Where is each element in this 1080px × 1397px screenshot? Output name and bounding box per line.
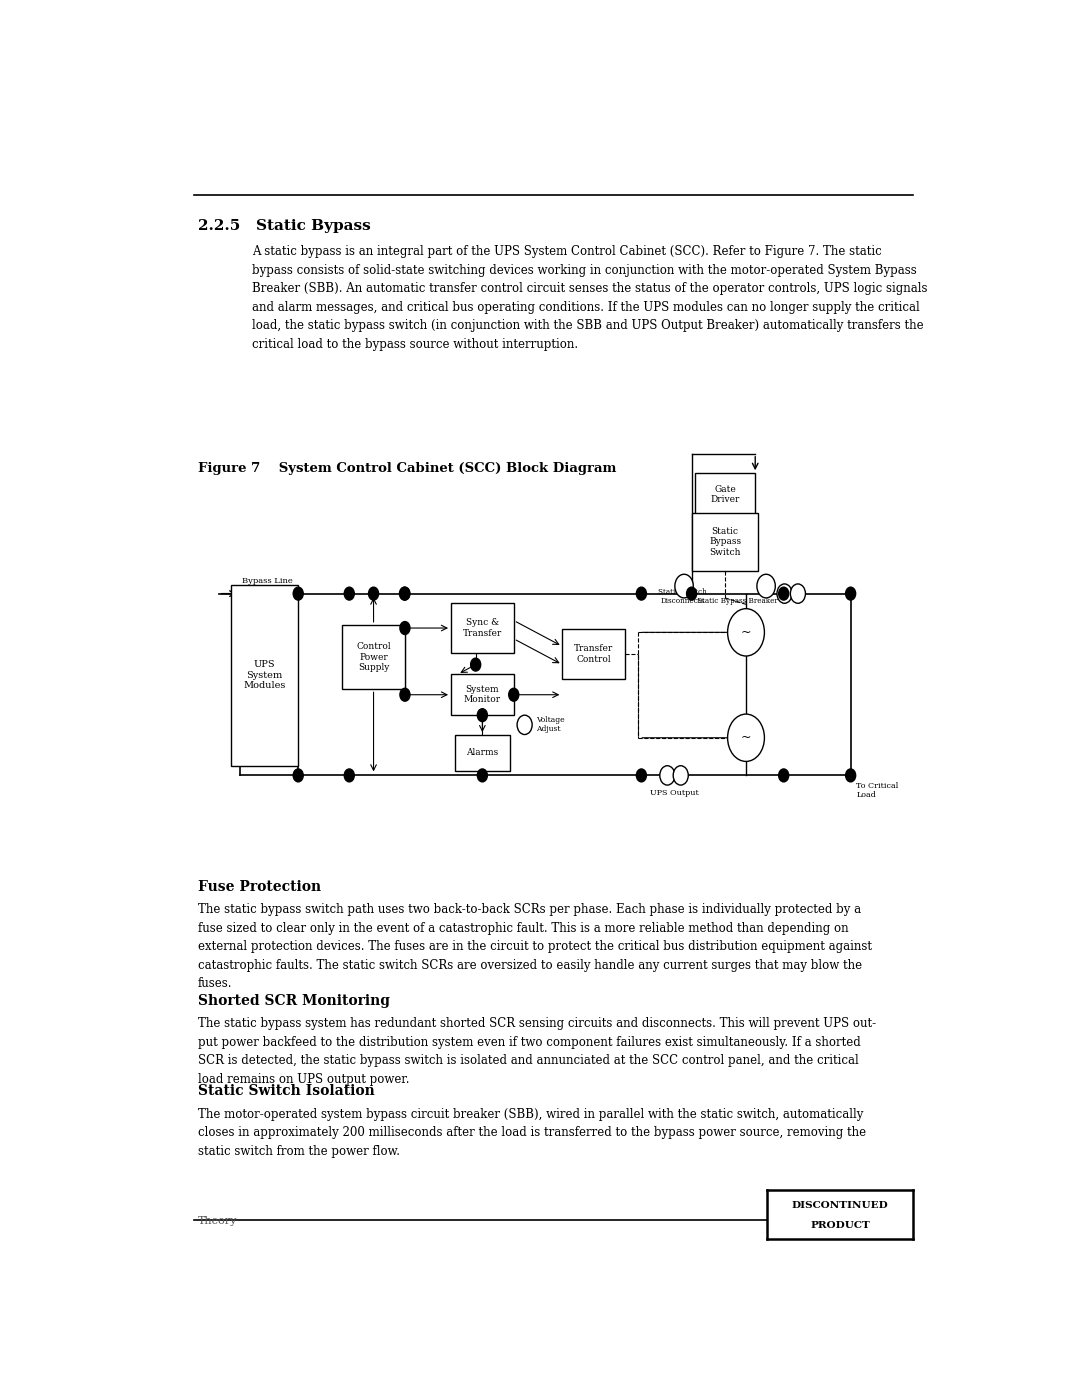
- Circle shape: [779, 768, 788, 782]
- Circle shape: [293, 768, 303, 782]
- Bar: [451, 604, 514, 652]
- Text: Theory: Theory: [198, 1217, 238, 1227]
- Circle shape: [400, 587, 410, 601]
- Circle shape: [477, 708, 487, 722]
- Text: Static Switch Isolation: Static Switch Isolation: [198, 1084, 375, 1098]
- Text: Shorted SCR Monitoring: Shorted SCR Monitoring: [198, 993, 390, 1007]
- Text: Sync &
Transfer: Sync & Transfer: [462, 619, 502, 638]
- Text: Static Switch
Disconnects: Static Switch Disconnects: [658, 588, 706, 605]
- Text: 2.2.5   Static Bypass: 2.2.5 Static Bypass: [198, 219, 370, 233]
- Text: The static bypass system has redundant shorted SCR sensing circuits and disconne: The static bypass system has redundant s…: [198, 1017, 876, 1085]
- Text: UPS
System
Modules: UPS System Modules: [244, 661, 286, 690]
- Text: To Critical
Load: To Critical Load: [856, 782, 899, 799]
- Circle shape: [660, 766, 675, 785]
- Circle shape: [728, 714, 765, 761]
- Circle shape: [400, 689, 410, 701]
- Bar: [342, 624, 405, 689]
- Circle shape: [687, 587, 697, 601]
- Circle shape: [673, 766, 688, 785]
- Circle shape: [477, 768, 487, 782]
- Text: Control
Power
Supply: Control Power Supply: [356, 643, 391, 672]
- Circle shape: [728, 609, 765, 657]
- Bar: [455, 735, 510, 771]
- Text: UPS Output: UPS Output: [650, 789, 699, 796]
- Circle shape: [293, 587, 303, 601]
- Text: Gate
Driver: Gate Driver: [711, 485, 740, 504]
- Text: ~: ~: [741, 626, 752, 638]
- Bar: [231, 585, 298, 766]
- Circle shape: [636, 768, 647, 782]
- Circle shape: [846, 587, 855, 601]
- Text: Figure 7    System Control Cabinet (SCC) Block Diagram: Figure 7 System Control Cabinet (SCC) Bl…: [198, 462, 617, 475]
- Text: Alarms: Alarms: [467, 749, 499, 757]
- Circle shape: [471, 658, 481, 671]
- Circle shape: [400, 587, 409, 601]
- Circle shape: [517, 715, 532, 735]
- Text: Fuse Protection: Fuse Protection: [198, 880, 321, 894]
- Text: ~: ~: [741, 731, 752, 745]
- Text: Static
Bypass
Switch: Static Bypass Switch: [710, 527, 741, 557]
- Circle shape: [400, 622, 410, 634]
- Text: The static bypass switch path uses two back-to-back SCRs per phase. Each phase i: The static bypass switch path uses two b…: [198, 904, 872, 990]
- Text: Voltage
Adjust: Voltage Adjust: [537, 717, 565, 733]
- Circle shape: [368, 587, 379, 601]
- Circle shape: [345, 587, 354, 601]
- Bar: [694, 474, 755, 515]
- Circle shape: [345, 768, 354, 782]
- Text: Transfer
Control: Transfer Control: [575, 644, 613, 664]
- Text: Bypass Line: Bypass Line: [242, 577, 293, 585]
- Circle shape: [791, 584, 806, 604]
- Bar: [563, 629, 625, 679]
- Text: 19: 19: [900, 1217, 914, 1227]
- Bar: [692, 513, 758, 571]
- Text: System
Monitor: System Monitor: [463, 685, 501, 704]
- Circle shape: [757, 574, 775, 598]
- Text: The motor-operated system bypass circuit breaker (SBB), wired in parallel with t: The motor-operated system bypass circuit…: [198, 1108, 866, 1158]
- Circle shape: [509, 689, 518, 701]
- Circle shape: [846, 768, 855, 782]
- Circle shape: [636, 587, 647, 601]
- Circle shape: [675, 574, 693, 598]
- Circle shape: [779, 587, 788, 601]
- Text: Static Bypass Breaker: Static Bypass Breaker: [698, 598, 778, 605]
- Text: A static bypass is an integral part of the UPS System Control Cabinet (SCC). Ref: A static bypass is an integral part of t…: [253, 244, 928, 351]
- Circle shape: [777, 584, 792, 604]
- Bar: [451, 675, 514, 715]
